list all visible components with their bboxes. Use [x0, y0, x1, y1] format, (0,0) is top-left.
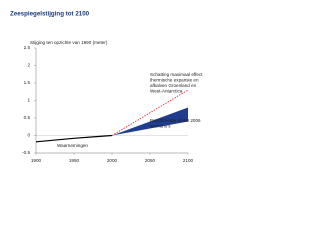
- x-tick-label: 2000: [107, 158, 118, 163]
- chart: Zeespiegelstijging tot 2100 Stijging ten…: [10, 11, 203, 164]
- annotation: Waarnemingen: [57, 143, 88, 148]
- annotation: Schatting maximaal effect: [150, 72, 203, 77]
- line: [35, 134, 113, 143]
- y-axis-label: Stijging ten opzichte van 1990 (meter): [30, 40, 108, 45]
- y-tick-label: 1.5: [24, 80, 31, 85]
- annotation: Bandbreedte KNMI 2006: [150, 118, 201, 123]
- annotation: scenario's: [150, 124, 171, 129]
- x-tick-label: 1950: [69, 158, 80, 163]
- y-tick-label: 2: [27, 63, 30, 68]
- dashed-line: [111, 89, 189, 136]
- range-band: [112, 107, 188, 136]
- annotation: afkalven Groenland en: [150, 83, 197, 88]
- y-tick-label: 2.5: [24, 45, 31, 50]
- y-tick-label: 1: [27, 98, 30, 103]
- annotation: thermische expansie en: [150, 78, 199, 83]
- chart-title: Zeespiegelstijging tot 2100: [10, 11, 90, 18]
- y-tick-label: 0.5: [24, 115, 31, 120]
- y-tick-label: 0: [27, 133, 30, 138]
- x-tick-label: 2100: [183, 158, 194, 163]
- y-tick-label: -0.5: [22, 150, 30, 155]
- x-tick-label: 2050: [145, 158, 156, 163]
- annotation: West-Antarctica: [150, 89, 183, 94]
- x-tick-label: 1900: [31, 158, 42, 163]
